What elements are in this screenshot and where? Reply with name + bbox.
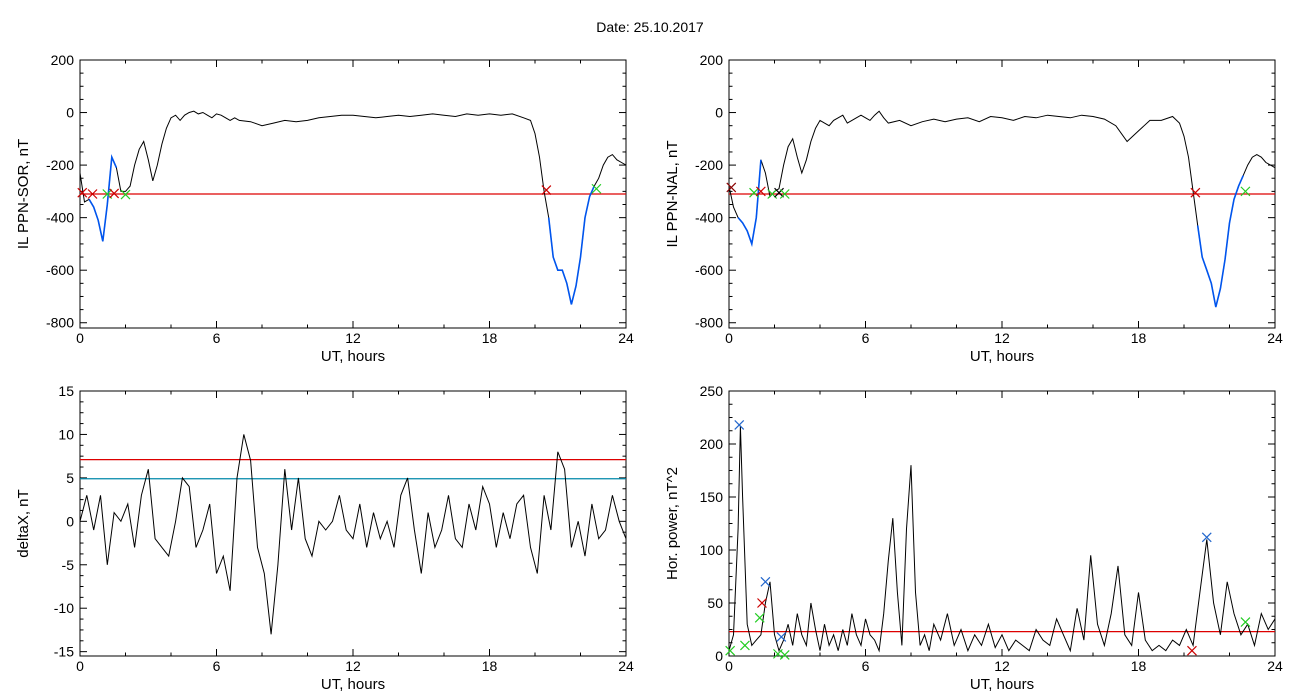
highlight-segment [547, 185, 595, 305]
y-tick-label: -200 [695, 157, 723, 173]
y-tick-label: 10 [58, 426, 74, 442]
x-marker [754, 612, 765, 623]
highlight-segment [737, 159, 762, 248]
page-title: Date: 25.10.2017 [596, 19, 704, 35]
plot-area [80, 110, 626, 305]
x-tick-label: 6 [213, 658, 221, 674]
x-tick-label: 18 [1131, 658, 1147, 674]
x-tick-label: 0 [76, 330, 84, 346]
y-tick-label: 200 [700, 436, 724, 452]
y-axis-label: Hor. power, nT^2 [664, 467, 681, 580]
y-tick-label: 0 [715, 105, 723, 121]
x-marker [734, 419, 745, 430]
y-tick-label: 150 [700, 489, 724, 505]
y-tick-label: -800 [46, 315, 74, 331]
x-marker [726, 182, 737, 193]
y-tick-label: 200 [700, 52, 724, 68]
y-tick-label: -600 [46, 262, 74, 278]
y-tick-label: 0 [66, 513, 74, 529]
x-tick-label: 6 [862, 658, 870, 674]
x-marker [755, 186, 766, 197]
plot-area [729, 110, 1275, 308]
y-tick-label: -400 [46, 210, 74, 226]
plot-area [80, 434, 626, 635]
series-line [80, 110, 626, 305]
y-tick-label: -15 [54, 644, 74, 660]
x-marker [757, 598, 767, 608]
x-tick-label: 0 [725, 330, 733, 346]
x-marker [740, 640, 750, 651]
y-tick-label: 50 [707, 595, 723, 611]
y-tick-label: 200 [51, 52, 75, 68]
x-tick-label: 18 [482, 658, 498, 674]
x-tick-label: 24 [618, 330, 634, 346]
y-tick-label: -10 [54, 600, 74, 616]
y-tick-label: -800 [695, 315, 723, 331]
x-tick-label: 24 [1267, 658, 1283, 674]
y-axis-label: IL PPN-SOR, nT [15, 139, 32, 249]
x-marker [1190, 187, 1201, 198]
y-tick-label: 15 [58, 383, 74, 399]
x-marker [591, 183, 602, 194]
highlight-segment [88, 154, 118, 242]
plot-area [729, 425, 1275, 653]
x-marker [779, 189, 790, 199]
chart-deltax: 0 6 12 18 24 15 10 5 0 -5 -10 -15 UT, hours deltaX, n… [15, 383, 634, 693]
x-marker [109, 188, 120, 199]
x-tick-label: 12 [994, 330, 1010, 346]
y-tick-label: -400 [695, 210, 723, 226]
x-marker [1187, 645, 1197, 656]
x-tick-label: 6 [862, 330, 870, 346]
y-axis-label: deltaX, nT [15, 489, 32, 557]
x-marker [774, 187, 784, 198]
series-line [80, 434, 626, 635]
plot-frame [728, 390, 1276, 657]
series-line [729, 110, 1275, 308]
x-marker [776, 631, 787, 642]
x-axis-label: UT, hours [970, 676, 1034, 693]
x-tick-label: 24 [1267, 330, 1283, 346]
y-tick-label: -600 [695, 262, 723, 278]
x-tick-label: 18 [482, 330, 498, 346]
x-tick-label: 0 [76, 658, 84, 674]
y-tick-label: 0 [66, 105, 74, 121]
y-axis-label: IL PPN-NAL, nT [664, 141, 681, 248]
x-marker [1240, 617, 1251, 628]
x-marker [541, 185, 552, 195]
y-tick-label: -5 [62, 557, 75, 573]
x-tick-label: 12 [345, 658, 361, 674]
x-marker [120, 189, 131, 200]
x-tick-label: 0 [725, 658, 733, 674]
y-tick-label: 100 [700, 542, 724, 558]
x-marker [779, 650, 790, 660]
x-tick-label: 6 [213, 330, 221, 346]
highlight-segment [1196, 175, 1244, 308]
x-marker [77, 187, 88, 198]
y-tick-label: 0 [715, 648, 723, 664]
chart-sor: 0 6 12 18 24 200 0 -200 -400 -600 -800 UT, hours IL … [15, 52, 634, 365]
x-axis-label: UT, hours [970, 348, 1034, 365]
x-marker [87, 189, 98, 199]
series-line [729, 425, 1275, 653]
x-axis-label: UT, hours [321, 348, 385, 365]
y-tick-label: 5 [66, 470, 74, 486]
x-tick-label: 18 [1131, 330, 1147, 346]
x-axis-label: UT, hours [321, 676, 385, 693]
x-marker [760, 576, 771, 587]
x-marker [725, 645, 736, 656]
x-marker [1201, 532, 1212, 543]
x-marker [1240, 186, 1251, 197]
x-tick-label: 12 [994, 658, 1010, 674]
chart-power: 0 6 12 18 24 250 200 150 100 50 0 UT, hours Hor. pow… [664, 383, 1283, 693]
y-tick-label: 250 [700, 383, 724, 399]
x-tick-label: 12 [345, 330, 361, 346]
y-tick-label: -200 [46, 157, 74, 173]
plot-frame [79, 390, 627, 657]
x-tick-label: 24 [618, 658, 634, 674]
chart-nal: 0 6 12 18 24 200 0 -200 -400 -600 -800 UT, hours IL … [664, 52, 1283, 365]
